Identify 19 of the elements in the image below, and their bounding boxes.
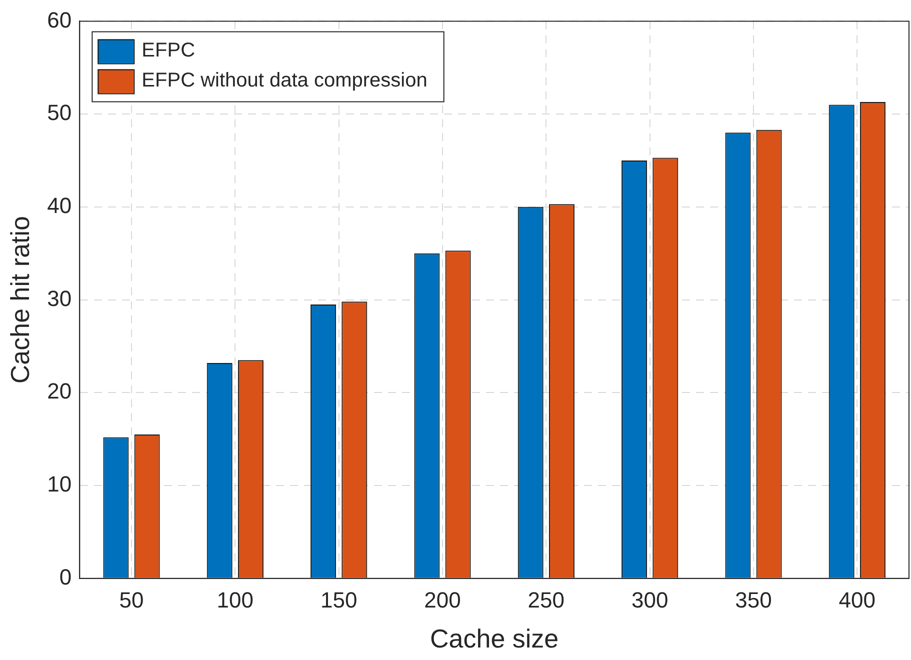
- x-tick-label: 200: [424, 588, 461, 613]
- x-tick-label: 100: [216, 588, 254, 613]
- y-tick-label: 10: [47, 472, 72, 497]
- x-tick-label: 350: [735, 588, 772, 613]
- x-tick-label: 150: [320, 588, 358, 613]
- y-tick-label: 60: [47, 7, 72, 32]
- x-axis-title: Cache size: [430, 624, 559, 654]
- x-tick-label: 400: [838, 588, 876, 613]
- x-tick-label: 300: [631, 588, 668, 613]
- y-tick-label: 0: [59, 564, 72, 590]
- x-tick-label: 50: [119, 588, 144, 613]
- y-tick-label: 20: [47, 378, 72, 404]
- y-tick-label: 50: [47, 100, 72, 126]
- y-tick-label: 40: [47, 192, 72, 218]
- y-axis-title: Cache hit ratio: [4, 216, 35, 384]
- y-tick-label: 30: [47, 286, 72, 311]
- x-tick-label: 250: [528, 588, 565, 613]
- legend-label: EFPC without data compression: [142, 70, 428, 92]
- legend-label: EFPC: [142, 40, 196, 62]
